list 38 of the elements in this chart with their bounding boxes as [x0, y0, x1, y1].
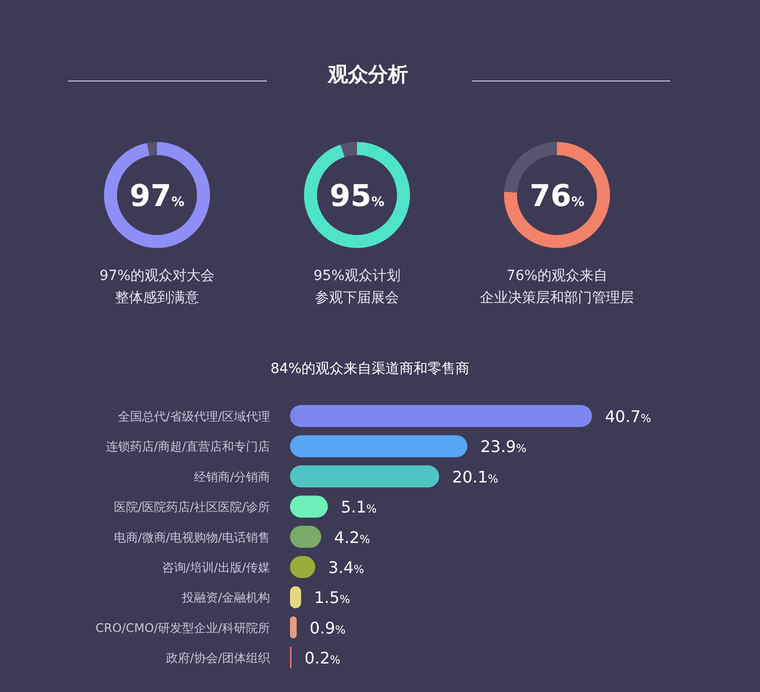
- donut-slice: [147, 142, 157, 156]
- text: 95%观众计划: [313, 268, 401, 284]
- bar: [290, 405, 592, 427]
- y-tick-label: CRO/CMO/研发型企业/科研院所: [96, 620, 270, 635]
- donut-slice: [304, 142, 410, 248]
- text: 参观下届展会: [315, 290, 399, 306]
- text: 76%的观众来自: [506, 268, 608, 284]
- data-label: 95%: [330, 179, 384, 214]
- data-label: 20.1%: [452, 467, 498, 486]
- y-tick-label: 投融资/金融机构: [180, 590, 270, 605]
- text: 企业决策层和部门管理层: [480, 290, 634, 306]
- data-label: 4.2%: [334, 528, 370, 547]
- donut-slice: [340, 142, 357, 157]
- bar: [290, 465, 440, 488]
- text: 97%的观众对大会: [99, 268, 215, 284]
- donut-slice: [504, 142, 610, 248]
- data-label: 1.5%: [314, 588, 350, 608]
- bar: [290, 435, 468, 458]
- data-label: 5.1%: [340, 498, 377, 517]
- y-tick-label: 电商/微商/电视购物/电话销售: [114, 530, 270, 544]
- y-tick-label: 政府/协会/团体组织: [166, 651, 270, 666]
- text: 观众分析: [327, 62, 408, 86]
- data-label: 76%: [530, 179, 584, 214]
- data-label: 0.2%: [304, 648, 340, 668]
- bar: [290, 616, 297, 638]
- y-tick-label: 医院/医院药店/社区医院/诊所: [114, 500, 270, 514]
- donut-slice: [104, 142, 210, 248]
- data-label: 3.4%: [328, 558, 364, 577]
- data-label: 97%: [130, 179, 184, 214]
- y-tick-label: 连锁药店/商超/直营店和专门店: [106, 440, 270, 454]
- y-tick-label: 经销商/分销商: [194, 470, 270, 484]
- data-label: 0.9%: [310, 618, 346, 638]
- y-tick-label: 咨询/培训/出版/传媒: [162, 560, 270, 574]
- chart-title: 84%的观众来自渠道商和零售商: [270, 361, 470, 377]
- data-label: 40.7%: [605, 407, 652, 426]
- data-label: 23.9%: [480, 437, 526, 456]
- text: 整体感到满意: [115, 290, 199, 306]
- y-tick-label: 全国总代/省级代理/区域代理: [118, 410, 270, 424]
